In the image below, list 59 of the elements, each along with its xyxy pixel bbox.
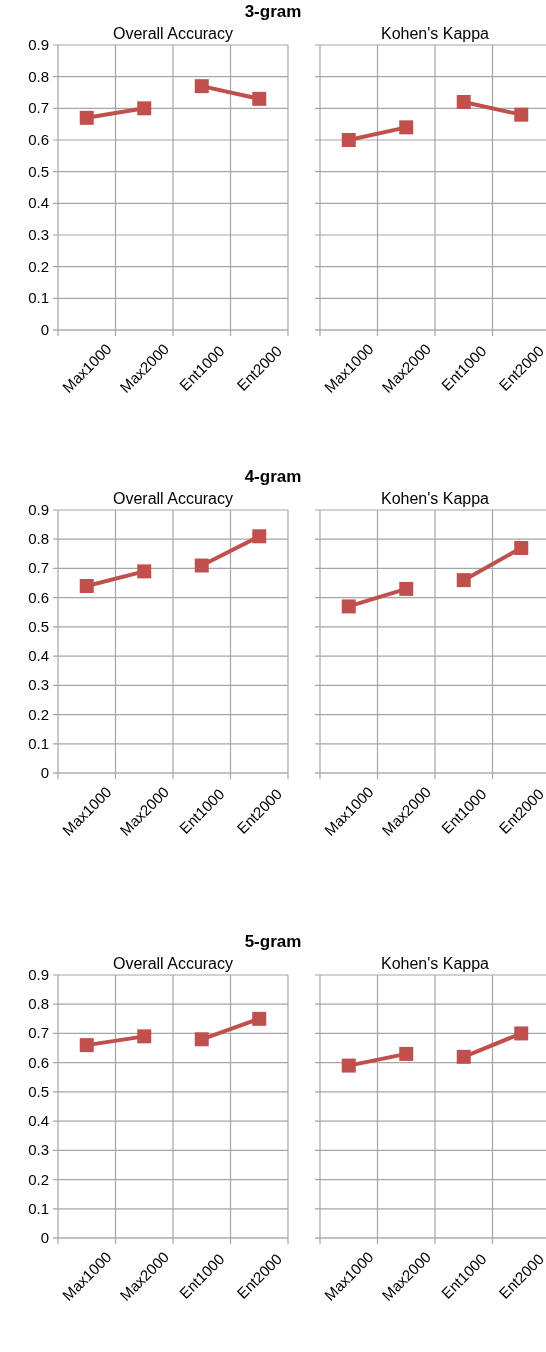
point [456,1049,471,1064]
y-tick-label: 0.9 [28,36,49,53]
point [399,581,414,596]
y-tick-label: 0.5 [28,617,49,635]
y-tick-label: 0.5 [28,1082,49,1100]
y-tick-label: 0.1 [28,1199,49,1217]
point [341,599,356,614]
y-tick-label: 0.1 [28,734,49,752]
point [341,1058,356,1073]
point [79,110,94,125]
point [137,101,152,116]
y-tick-label: 0.4 [28,647,49,665]
point [456,95,471,109]
y-tick-label: 0.2 [28,705,49,723]
point [194,558,209,573]
y-tick-label: 0.8 [28,67,49,85]
y-tick-label: 0.7 [28,559,49,577]
chart-subtitle: Overall Accuracy [112,25,234,42]
point [456,573,471,588]
point [341,133,356,147]
point [399,1046,414,1061]
y-tick-label: 0.7 [28,1024,49,1042]
y-tick-label: 0.6 [28,588,49,606]
y-tick-label: 0.3 [28,1141,49,1159]
y-tick-label: 0.2 [28,257,49,275]
chart-subtitle: Kohen's Kappa [380,25,490,42]
y-tick-label: 0.6 [28,1053,49,1071]
chart-subtitle: Overall Accuracy [112,955,234,972]
point [194,79,209,94]
y-tick-label: 0 [40,1229,49,1246]
chart-subtitle: Kohen's Kappa [380,490,490,507]
point [514,107,529,122]
y-tick-label: 0.8 [28,995,49,1013]
y-tick-label: 0.4 [28,194,49,212]
y-tick-label: 0.3 [28,676,49,694]
point [514,540,529,555]
y-tick-label: 0.7 [28,99,49,117]
chart-subtitle: Kohen's Kappa [380,955,490,972]
point [137,564,152,579]
y-tick-label: 0 [40,321,49,338]
y-tick-label: 0.5 [28,162,49,180]
y-tick-label: 0.9 [28,501,49,518]
y-tick-label: 0.6 [28,131,49,148]
point [514,1026,529,1041]
y-tick-label: 0.9 [28,966,49,983]
y-tick-label: 0 [40,764,49,781]
y-tick-label: 0.3 [28,226,49,243]
point [252,91,267,106]
y-tick-label: 0.1 [28,289,49,307]
chart-title: 5-gram [244,932,302,951]
point [79,578,94,593]
point [252,529,267,544]
y-tick-label: 0.8 [28,530,49,548]
y-tick-label: 0.4 [28,1112,49,1130]
point [399,120,414,135]
chart-subtitle: Overall Accuracy [112,490,234,507]
y-tick-label: 0.2 [28,1170,49,1188]
chart-title: 4-gram [244,467,302,486]
chart-title: 3-gram [244,2,302,21]
